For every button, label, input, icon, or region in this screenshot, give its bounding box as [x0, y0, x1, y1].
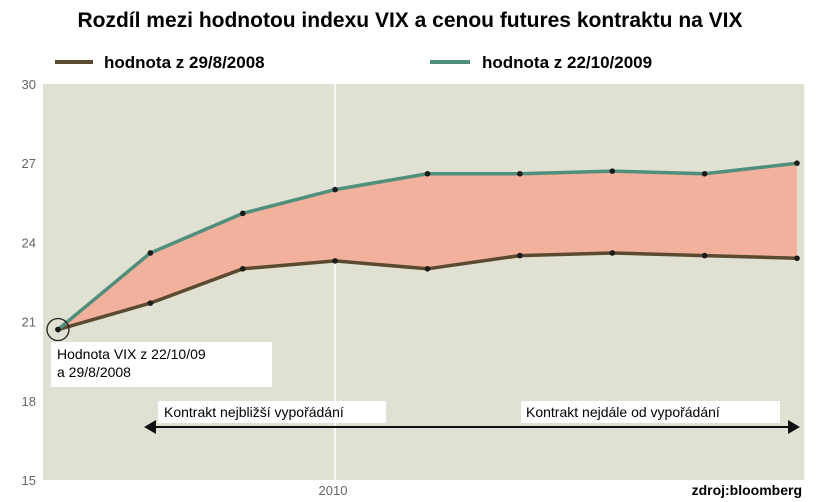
data-point-series-1: [609, 250, 616, 256]
arrow-right-label: Kontrakt nejdále od vypořádání: [526, 404, 720, 420]
y-tick-label: 21: [22, 315, 36, 330]
y-tick-label: 27: [22, 156, 36, 171]
data-point-series-2: [609, 168, 616, 174]
data-point-series-2: [424, 170, 431, 177]
data-point-series-1: [239, 266, 246, 272]
data-point-series-2: [332, 186, 338, 193]
data-point-series-2: [701, 170, 708, 177]
start-annotation-line-2: a 29/8/2008: [57, 364, 131, 380]
start-annotation-box: [51, 342, 272, 387]
data-point-series-2: [147, 250, 154, 256]
source-box: [514, 480, 819, 502]
y-tick-label: 24: [22, 235, 36, 250]
data-point-series-2: [794, 160, 800, 166]
data-point-series-1: [147, 300, 154, 306]
data-point-series-2: [517, 170, 523, 177]
y-tick-label: 18: [22, 394, 36, 409]
data-point-series-2: [239, 210, 246, 217]
settlement-arrow-right-head: [788, 420, 800, 434]
data-point-series-1: [701, 252, 708, 259]
y-tick-label: 30: [22, 77, 36, 92]
title-background: [0, 0, 819, 40]
arrow-left-label: Kontrakt nejbližší vypořádání: [164, 404, 344, 420]
start-annotation-line-1: Hodnota VIX z 22/10/09: [57, 346, 206, 362]
legend-label-series-1: hodnota z 29/8/2008: [104, 53, 265, 72]
spread-fill-area: [58, 163, 797, 330]
data-point-series-1: [424, 266, 431, 272]
arrow-left-label-box: [158, 401, 386, 423]
y-axis: 30 27 24 21 18 15: [22, 77, 36, 488]
data-point-series-2: [55, 326, 61, 333]
start-marker-circle: [46, 317, 70, 342]
data-point-series-1: [332, 258, 338, 264]
x-tick-label: 2010: [319, 483, 348, 498]
data-point-series-1: [794, 255, 800, 262]
legend-label-series-2: hodnota z 22/10/2009: [482, 53, 652, 72]
chart-title: Rozdíl mezi hodnotou indexu VIX a cenou …: [77, 9, 742, 32]
arrow-right-label-box: [521, 401, 780, 423]
settlement-arrow-left-head: [144, 420, 156, 434]
source-label: zdroj:bloomberg: [692, 482, 802, 498]
y-tick-label: 15: [22, 473, 36, 488]
data-point-series-1: [517, 252, 523, 259]
